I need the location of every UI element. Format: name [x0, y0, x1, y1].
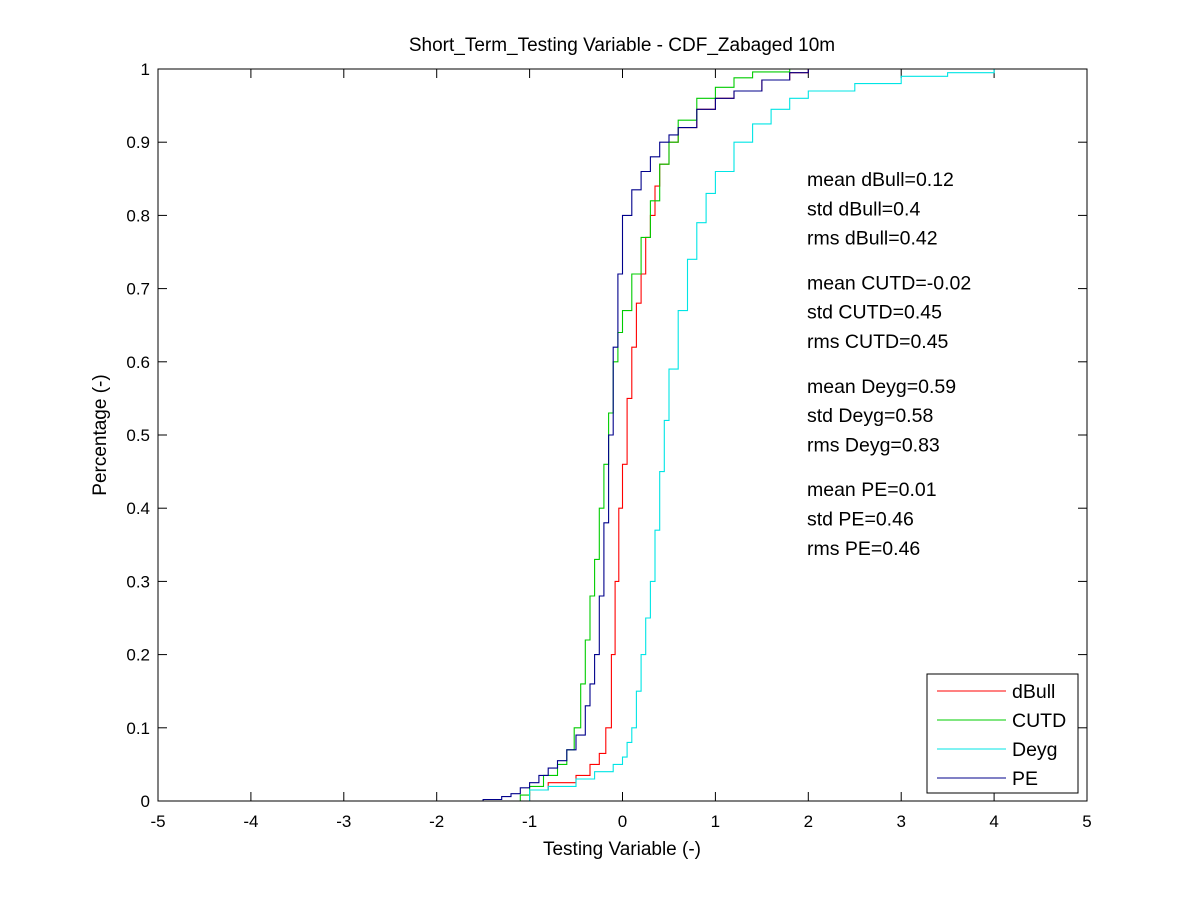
- legend-box: [926, 673, 1079, 794]
- x-tick-label: 5: [1082, 812, 1091, 831]
- series-layer: [436, 68, 995, 802]
- x-tick-label: -5: [150, 812, 165, 831]
- series-line-pe: [436, 69, 809, 802]
- stat-annotation: mean Deyg=0.59: [807, 376, 956, 398]
- ticks-layer: -5 -4 -3 -2 -1 0 1 2 3 4 5 0 0.1 0.2 0.3 0.4 0.5 0.6 0.7 0.…: [126, 60, 1091, 831]
- y-tick-label: 0.6: [126, 353, 150, 372]
- series-line-deyg: [520, 69, 995, 802]
- stat-annotation: std CUTD=0.45: [807, 302, 942, 324]
- y-axis-label: Percentage (-): [90, 374, 111, 495]
- stat-annotation: mean dBull=0.12: [807, 169, 954, 191]
- x-tick-label: -4: [243, 812, 258, 831]
- y-tick-label: 0: [141, 792, 150, 811]
- legend-label: dBull: [1012, 681, 1055, 703]
- y-tick-label: 0.5: [126, 426, 150, 445]
- y-tick-label: 1: [141, 60, 150, 79]
- stat-annotation: rms CUTD=0.45: [807, 331, 949, 353]
- x-tick-label: 0: [618, 812, 627, 831]
- stat-annotation: rms dBull=0.42: [807, 228, 938, 250]
- y-tick-label: 0.1: [126, 719, 150, 738]
- y-tick-label: 0.3: [126, 572, 150, 591]
- x-axis-label: Testing Variable (-): [543, 839, 701, 860]
- legend-items: dBull CUTD Deyg PE: [937, 681, 1066, 790]
- x-tick-label: 2: [804, 812, 813, 831]
- y-tick-label: 0.7: [126, 280, 150, 299]
- axes-box: [157, 68, 1088, 802]
- legend-label: PE: [1012, 768, 1038, 790]
- x-tick-label: -3: [336, 812, 351, 831]
- y-tick-label: 0.9: [126, 133, 150, 152]
- y-tick-label: 0.2: [126, 646, 150, 665]
- stat-annotation: std dBull=0.4: [807, 198, 920, 220]
- x-tick-label: -1: [522, 812, 537, 831]
- chart-title: Short_Term_Testing Variable - CDF_Zabage…: [409, 35, 835, 56]
- x-tick-label: 1: [711, 812, 720, 831]
- statistics-annotations: mean dBull=0.12 std dBull=0.4 rms dBull=0.…: [807, 169, 971, 560]
- y-tick-label: 0.8: [126, 206, 150, 225]
- stat-annotation: rms PE=0.46: [807, 538, 920, 560]
- x-tick-label: 4: [989, 812, 998, 831]
- x-tick-label: 3: [896, 812, 905, 831]
- legend-label: Deyg: [1012, 739, 1058, 761]
- x-tick-label: -2: [429, 812, 444, 831]
- y-tick-label: 0.4: [126, 499, 150, 518]
- stat-annotation: std PE=0.46: [807, 509, 914, 531]
- legend: dBull CUTD Deyg PE: [926, 673, 1079, 794]
- stat-annotation: std Deyg=0.58: [807, 405, 933, 427]
- stat-annotation: rms Deyg=0.83: [807, 434, 940, 456]
- stat-annotation: mean PE=0.01: [807, 479, 937, 501]
- stat-annotation: mean CUTD=-0.02: [807, 272, 971, 294]
- legend-label: CUTD: [1012, 710, 1066, 732]
